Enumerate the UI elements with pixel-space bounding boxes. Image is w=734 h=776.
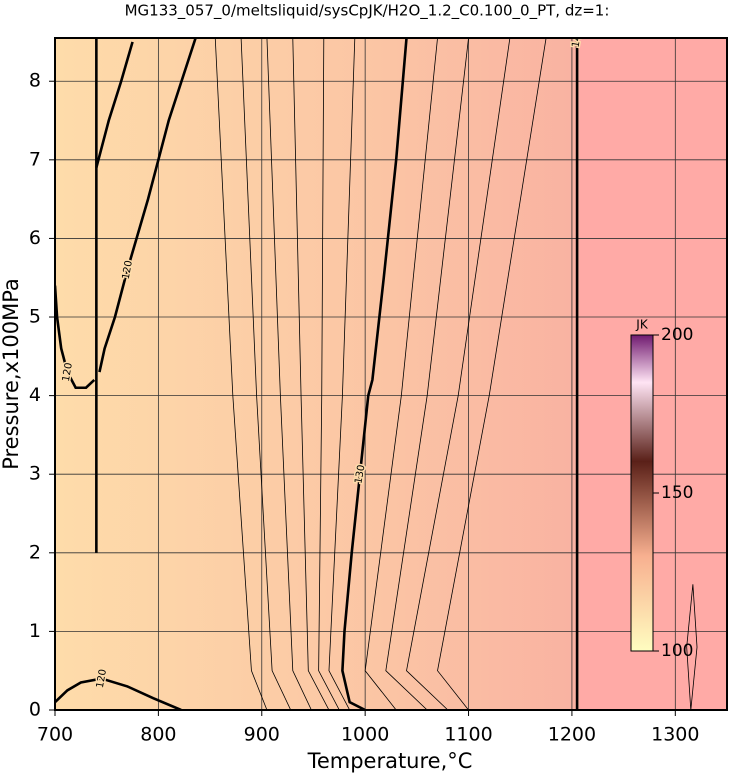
y-tick-label: 2 [29,541,41,563]
contour-label: 120 [61,362,75,383]
contour-label: 140 [571,28,585,49]
y-tick-label: 8 [29,70,41,92]
contour-line [318,38,340,710]
colorbar-tick-label: 100 [661,641,693,661]
x-tick-label: 800 [140,724,176,746]
y-tick-label: 6 [29,227,41,249]
contour-label: 120 [121,260,135,281]
x-tick-label: 900 [244,724,280,746]
contour-line [55,677,182,710]
x-tick-label: 1000 [341,724,389,746]
colorbar-tick-label: 200 [661,325,693,345]
y-tick-label: 1 [29,620,41,642]
plot-background [55,38,727,710]
chart-title: MG133_057_0/meltsliquid/sysCpJK/H2O_1.2_… [125,2,610,21]
y-tick-label: 7 [29,148,41,170]
y-axis-label: Pressure,x100MPa [0,278,23,470]
y-tick-label: 4 [29,384,41,406]
contour-line [55,285,96,390]
colorbar-tick-label: 150 [661,483,693,503]
contour-line [686,584,698,710]
contour-line [328,38,356,710]
x-tick-label: 700 [37,724,73,746]
contour-label: 120 [95,668,109,689]
y-tick-label: 3 [29,463,41,485]
plot-frame [54,37,728,711]
contour-line [341,38,408,710]
x-tick-label: 1200 [548,724,596,746]
contour-line [98,38,197,373]
contour-line [364,38,438,710]
colorbar-label: JK [635,318,649,332]
contour-label: 130 [353,464,367,485]
colorbar [630,334,654,652]
y-tick-label: 0 [29,699,41,721]
contour-line [266,38,312,710]
contour-line [406,38,511,710]
contour-line [214,38,268,710]
x-tick-label: 1300 [651,724,699,746]
y-tick-label: 5 [29,306,41,328]
x-tick-label: 1100 [444,724,492,746]
contour-line [292,38,330,710]
contour-line [437,38,547,710]
contour-line [95,41,134,169]
x-axis-label: Temperature,°C [307,749,473,773]
contour-line [240,38,292,710]
contour-line [385,38,469,710]
